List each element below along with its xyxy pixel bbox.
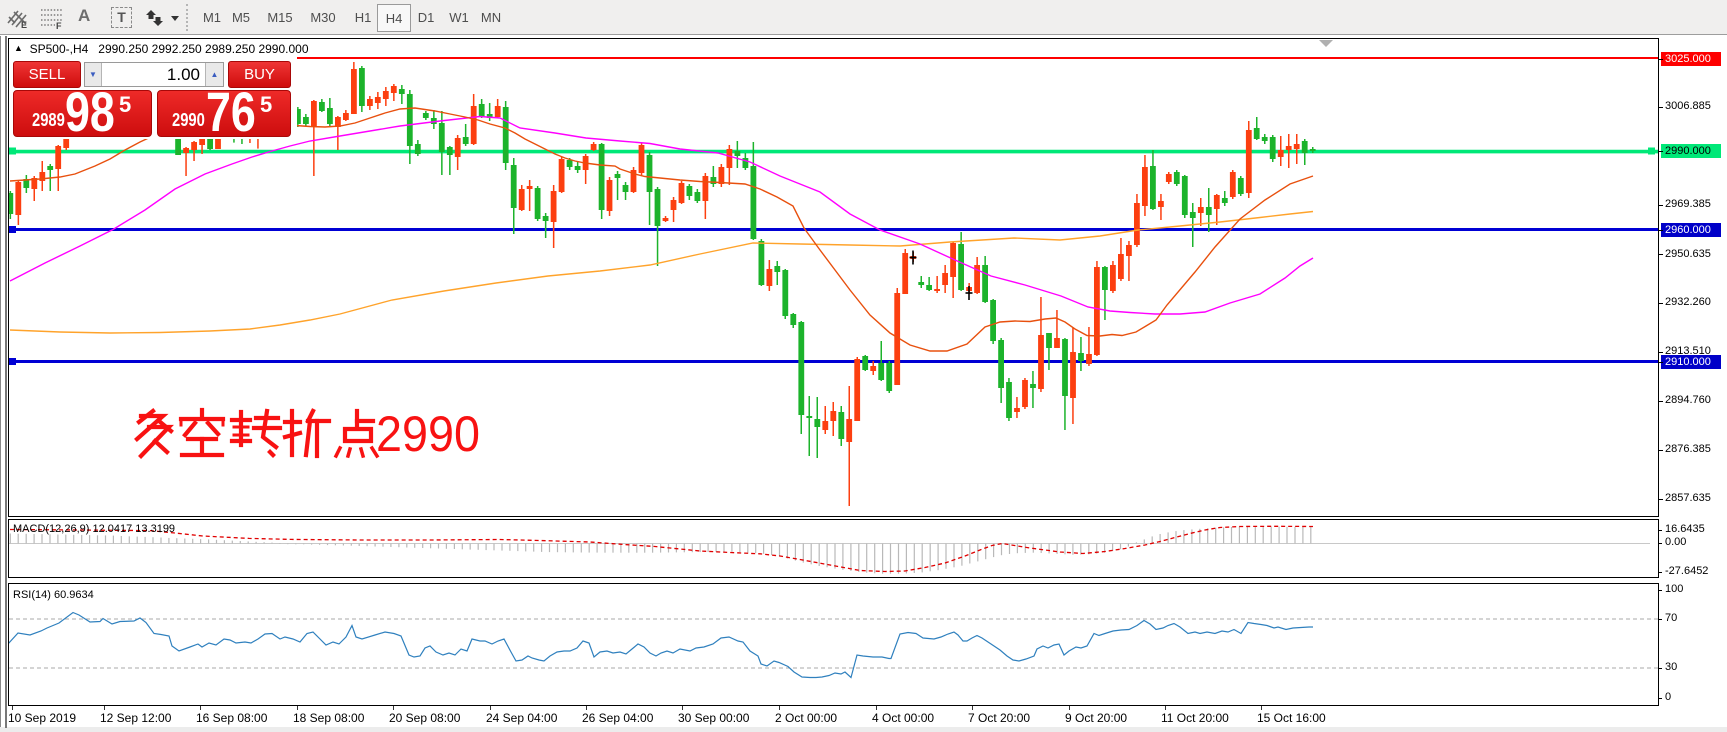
svg-text:F: F xyxy=(56,21,62,29)
svg-text:E: E xyxy=(21,20,27,29)
svg-text:2990: 2990 xyxy=(376,406,480,462)
